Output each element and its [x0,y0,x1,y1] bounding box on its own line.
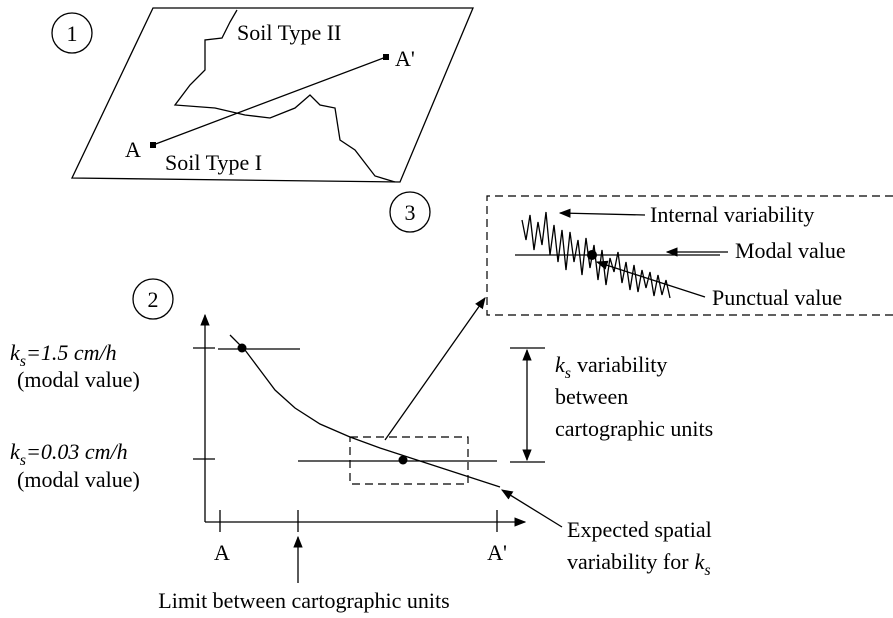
soil-label: Soil Type I [165,150,262,175]
inset-label: Punctual value [712,285,842,310]
panel-circle [132,278,174,320]
annotation-line: variability [577,352,667,377]
curve [229,334,501,488]
symbol: k [695,549,706,574]
point-marker [150,142,156,148]
point-label: A' [395,46,415,71]
dot [398,455,408,465]
arrow [558,208,646,218]
annotation: Expected spatial [567,517,712,542]
annotation: variability for ks [567,549,711,579]
y-note: (modal value) [17,367,140,392]
panel-label: 3 [405,200,416,225]
arrow [384,297,486,441]
panel-label: 2 [148,287,159,312]
subscript: s [20,353,26,370]
symbol: k [555,352,566,377]
symbol: k [10,439,21,464]
transect [152,56,387,146]
inset-label: Internal variability [650,202,814,227]
panel-circle [389,191,431,233]
soil-label: Soil Type II [237,20,341,45]
y-label: ks=1.5 cm/h [10,340,117,370]
inset-frame [486,195,893,316]
annotation: cartographic units [555,416,713,441]
panel-label: 1 [67,21,78,46]
subscript: s [704,562,710,579]
value-text: =1.5 cm/h [26,340,117,365]
arrow [595,260,706,298]
x-label: A [214,540,230,565]
map-panel: 1 Soil Type II Soil Type I A A' [51,7,474,183]
punctual-dot [587,250,597,260]
x-label: A' [487,540,507,565]
inset-label: Modal value [735,238,846,263]
annotation: ks variability [555,352,667,382]
annotation: Limit between cartographic units [158,588,449,613]
symbol: k [10,340,21,365]
inset-panel: 3 Internal variability Modal value Punct… [389,191,893,316]
graph-panel: 2 ks=1.5 cm/h (modal value) ks=0.03 cm/h… [10,278,713,613]
dot [237,343,247,353]
value-text: =0.03 cm/h [26,439,128,464]
point-label: A [125,137,141,162]
y-note: (modal value) [17,467,140,492]
annotation: between [555,384,628,409]
arrow [501,489,563,528]
subscript: s [565,365,571,382]
y-label: ks=0.03 cm/h [10,439,128,469]
zoom-box [349,436,469,485]
point-marker [383,54,389,60]
annotation-line: variability for [567,549,689,574]
map-outline [70,7,474,183]
panel-circle [51,12,93,54]
subscript: s [20,452,26,469]
soil-boundary [173,9,396,183]
